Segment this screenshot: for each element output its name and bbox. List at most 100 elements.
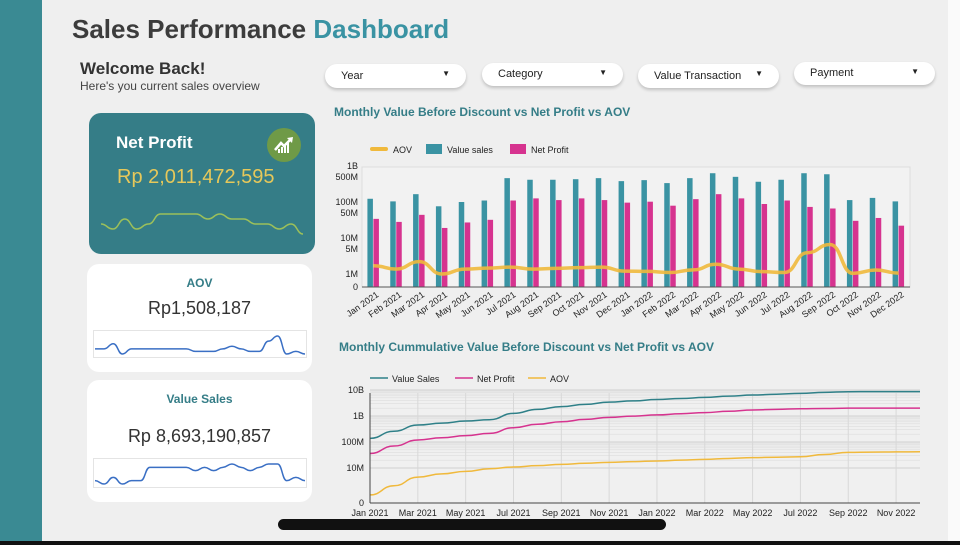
welcome-subtitle: Here's you current sales overview <box>80 79 260 93</box>
y-tick-label: 5M <box>345 244 358 254</box>
legend-label: Net Profit <box>477 374 515 384</box>
bar-net-profit <box>784 200 790 287</box>
legend-label: AOV <box>550 374 569 384</box>
sparkline-line <box>94 335 306 355</box>
x-tick-label: May 2022 <box>733 508 773 518</box>
legend-label: Net Profit <box>531 145 569 155</box>
plot-area <box>361 166 911 288</box>
value-sales-card: Value Sales Rp 8,693,190,857 <box>87 380 312 502</box>
caret-down-icon: ▼ <box>599 68 607 77</box>
bar-value-sales <box>595 178 602 287</box>
legend-swatch <box>426 144 442 154</box>
bar-net-profit <box>761 203 768 287</box>
x-tick-label: Sep 2021 <box>542 508 581 518</box>
bar-net-profit <box>487 219 494 287</box>
page-title: Sales Performance Dashboard <box>72 14 449 45</box>
legend-label: Value Sales <box>392 374 440 384</box>
caret-down-icon: ▼ <box>755 69 763 78</box>
net-profit-card: Net Profit Rp 2,011,472,595 <box>89 113 315 254</box>
x-tick-label: Jul 2022 <box>783 508 817 518</box>
bar-value-sales <box>755 181 762 287</box>
chart1-title: Monthly Value Before Discount vs Net Pro… <box>334 105 631 119</box>
category-filter-label: Category <box>498 68 543 80</box>
aov-label: AOV <box>186 276 213 290</box>
bar-net-profit <box>373 218 379 287</box>
x-tick-label: Nov 2021 <box>590 508 629 518</box>
aov-line <box>373 242 899 276</box>
x-tick-label: Jan 2021 <box>351 508 388 518</box>
sparkline-frame <box>93 458 307 488</box>
x-tick-label: Sep 2022 <box>829 508 868 518</box>
x-tick-label: Jul 2021 <box>496 508 530 518</box>
right-edge <box>948 0 960 545</box>
bar-value-sales <box>527 179 533 287</box>
x-tick-label: May 2021 <box>446 508 486 518</box>
bar-value-sales <box>435 206 442 287</box>
x-tick-label: Mar 2022 <box>686 508 724 518</box>
year-filter-label: Year <box>341 70 364 82</box>
bar-value-sales <box>572 179 579 287</box>
trending-up-chart-icon <box>267 128 301 162</box>
title-accent: Dashboard <box>313 14 450 44</box>
bar-net-profit <box>715 194 722 287</box>
legend-label: AOV <box>393 145 412 155</box>
sparkline-frame <box>93 330 307 358</box>
y-tick-label: 1B <box>347 161 358 171</box>
bar-net-profit <box>693 199 699 287</box>
bar-value-sales <box>869 197 876 287</box>
bar-value-sales <box>709 173 716 287</box>
bar-value-sales <box>641 180 647 287</box>
title-main: Sales Performance <box>72 14 307 44</box>
bar-value-sales <box>618 181 625 287</box>
legend-label: Value sales <box>447 145 493 155</box>
bar-net-profit <box>464 222 471 287</box>
caret-down-icon: ▼ <box>911 67 919 76</box>
bar-net-profit <box>875 217 882 287</box>
line-net-profit <box>369 407 920 455</box>
net-profit-label: Net Profit <box>116 133 193 152</box>
payment-filter-dropdown[interactable]: Payment ▼ <box>794 62 935 85</box>
bar-net-profit <box>419 214 425 287</box>
sparkline-line <box>94 463 306 485</box>
line-aov <box>369 451 921 496</box>
bar-net-profit <box>578 198 585 287</box>
bar-value-sales <box>390 201 396 287</box>
bar-value-sales <box>504 178 510 287</box>
bar-net-profit <box>396 221 402 287</box>
x-tick-label: Jan 2022 <box>638 508 675 518</box>
home-indicator <box>278 519 666 530</box>
value-sales-value: Rp 8,693,190,857 <box>127 426 272 446</box>
value-sales-label: Value Sales <box>166 392 233 406</box>
bar-value-sales <box>687 178 693 287</box>
bar-value-sales <box>664 183 670 287</box>
bottom-bar <box>0 541 960 545</box>
bar-net-profit <box>830 208 836 287</box>
bar-value-sales <box>846 200 853 287</box>
y-tick-label: 50M <box>340 208 358 218</box>
y-tick-label: 1M <box>345 269 358 279</box>
welcome-heading: Welcome Back! <box>80 59 206 78</box>
bar-net-profit <box>624 202 631 287</box>
bar-value-sales <box>481 200 488 287</box>
bar-value-sales <box>892 201 899 287</box>
sparkline-line <box>100 213 304 235</box>
category-filter-dropdown[interactable]: Category ▼ <box>482 63 623 86</box>
bar-net-profit <box>670 205 676 287</box>
bar-value-sales <box>732 176 739 287</box>
bar-value-sales <box>824 174 830 287</box>
bar-net-profit <box>852 220 859 287</box>
bar-value-sales <box>801 173 807 287</box>
bar-net-profit <box>441 227 448 287</box>
bar-net-profit <box>807 206 813 287</box>
bar-value-sales <box>458 202 465 287</box>
year-filter-dropdown[interactable]: Year ▼ <box>325 64 466 88</box>
caret-down-icon: ▼ <box>442 69 450 78</box>
bar-net-profit <box>533 198 539 287</box>
bar-value-sales <box>413 194 419 287</box>
value-transaction-filter-dropdown[interactable]: Value Transaction ▼ <box>638 64 779 88</box>
bar-net-profit <box>510 200 516 287</box>
bar-net-profit <box>738 198 745 287</box>
bar-net-profit <box>556 200 562 287</box>
y-tick-label: 0 <box>353 282 358 292</box>
net-profit-value: Rp 2,011,472,595 <box>117 166 275 188</box>
